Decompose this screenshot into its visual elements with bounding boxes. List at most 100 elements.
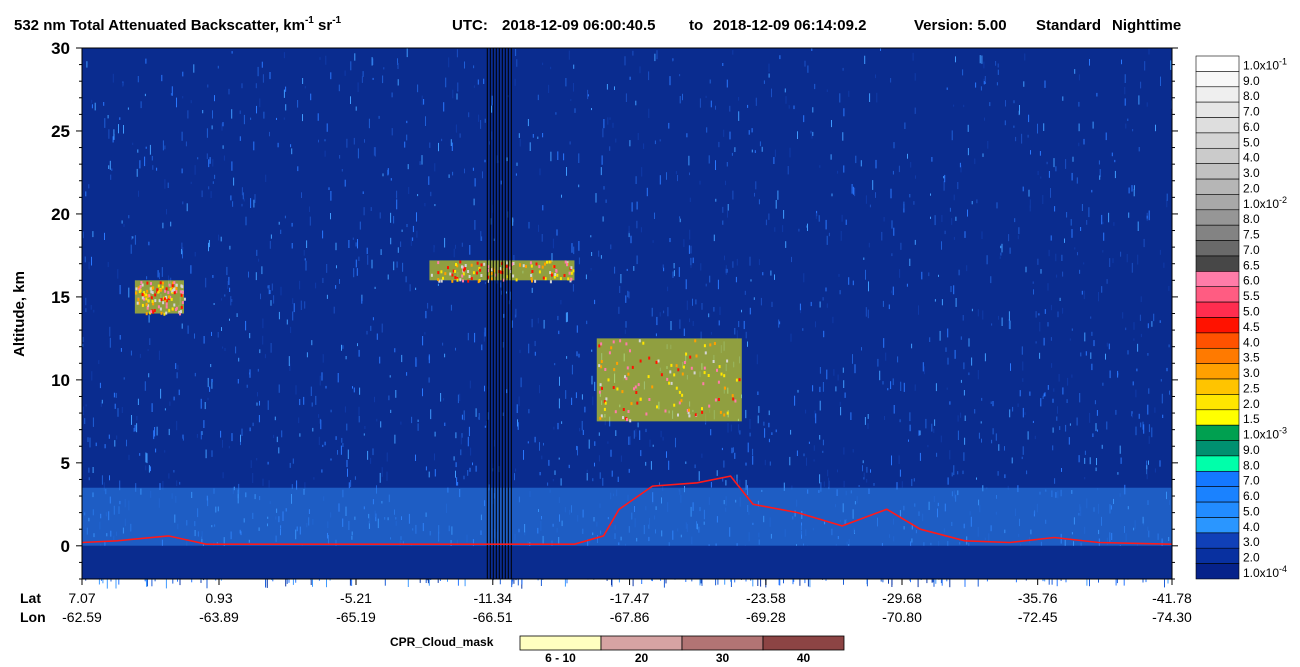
cloud-speck [459, 278, 462, 282]
noise-speck [166, 209, 167, 215]
noise-speck [1022, 446, 1024, 455]
noise-speck [1019, 390, 1021, 397]
noise-speck [960, 165, 962, 173]
noise-speck [450, 139, 452, 146]
noise-speck [270, 234, 272, 239]
noise-speck [1131, 185, 1133, 192]
noise-speck [1164, 578, 1165, 588]
noise-speck [151, 578, 153, 587]
noise-speck [182, 250, 183, 259]
noise-speck [394, 434, 396, 444]
cloud-speck [180, 284, 183, 288]
noise-speck [256, 105, 257, 114]
noise-speck [358, 415, 360, 423]
noise-speck [990, 401, 992, 404]
noise-speck [1084, 457, 1086, 464]
noise-speck [452, 89, 454, 99]
noise-speck [804, 60, 806, 67]
noise-speck [799, 577, 801, 586]
noise-speck [754, 150, 756, 153]
noise-speck [1040, 176, 1042, 179]
cloud-speck [454, 276, 457, 279]
noise-speck [877, 358, 879, 367]
noise-speck [1109, 258, 1111, 267]
noise-speck [1108, 343, 1110, 350]
noise-speck [1023, 81, 1025, 87]
noise-speck [1043, 337, 1045, 346]
noise-speck [1032, 281, 1034, 284]
cloud-speck [451, 273, 454, 277]
cloud-speck [168, 308, 171, 312]
noise-speck [851, 184, 853, 194]
cloud-speck [675, 386, 678, 390]
noise-speck [384, 578, 386, 586]
noise-speck [587, 89, 589, 100]
noise-speck [828, 232, 830, 237]
noise-speck [731, 152, 733, 156]
noise-speck [1089, 576, 1090, 587]
noise-speck [548, 459, 550, 466]
noise-speck [633, 266, 635, 271]
chart-title: 532 nm Total Attenuated Backscatter, km-… [14, 15, 342, 34]
noise-speck [1155, 124, 1156, 132]
cloud-speck [612, 386, 615, 389]
noise-speck [173, 396, 175, 401]
noise-speck [273, 434, 275, 439]
noise-speck [1079, 269, 1081, 274]
noise-speck [594, 381, 596, 391]
noise-speck [324, 441, 326, 446]
colorbar-swatch [1195, 163, 1240, 180]
noise-speck [249, 333, 251, 339]
noise-speck [241, 83, 243, 89]
noise-speck [831, 120, 832, 128]
noise-speck [910, 162, 912, 168]
noise-speck [354, 53, 356, 61]
noise-speck [1168, 285, 1170, 291]
noise-speck [534, 351, 536, 356]
noise-speck [673, 270, 675, 277]
noise-speck [290, 326, 292, 333]
noise-speck [350, 61, 352, 71]
noise-speck [407, 164, 409, 170]
noise-speck [450, 304, 452, 311]
noise-speck [803, 273, 805, 283]
noise-speck [760, 577, 762, 587]
noise-speck [164, 145, 166, 150]
noise-speck [666, 172, 667, 180]
noise-speck [1043, 393, 1045, 397]
colorbar-swatch [1195, 286, 1240, 303]
noise-speck [382, 173, 384, 177]
noise-speck [790, 333, 792, 342]
title-product: Standard [1036, 17, 1101, 34]
noise-speck [966, 265, 968, 272]
cloud-speck [534, 279, 537, 283]
noise-speck [974, 409, 976, 414]
noise-speck [111, 168, 113, 171]
noise-speck [82, 336, 84, 342]
noise-speck [796, 450, 798, 456]
noise-speck [417, 423, 419, 431]
noise-speck [819, 435, 821, 440]
noise-speck [456, 49, 458, 58]
noise-speck [636, 201, 638, 210]
noise-speck [361, 294, 363, 302]
noise-speck [815, 413, 817, 424]
noise-speck [946, 387, 948, 390]
noise-speck [95, 442, 97, 447]
noise-speck [387, 168, 389, 175]
noise-speck [417, 419, 419, 422]
noise-speck [971, 308, 973, 312]
noise-speck [478, 416, 480, 420]
noise-speck [176, 372, 178, 379]
noise-speck [550, 151, 552, 162]
y-tick-label: 10 [51, 371, 70, 390]
noise-speck [178, 389, 180, 396]
noise-speck [850, 412, 852, 420]
noise-speck [1160, 76, 1161, 86]
noise-speck [1146, 102, 1148, 107]
noise-speck [699, 577, 701, 586]
cloud-speck [530, 277, 533, 281]
noise-speck [941, 241, 942, 250]
noise-speck [1142, 578, 1144, 583]
noise-speck [136, 423, 138, 433]
